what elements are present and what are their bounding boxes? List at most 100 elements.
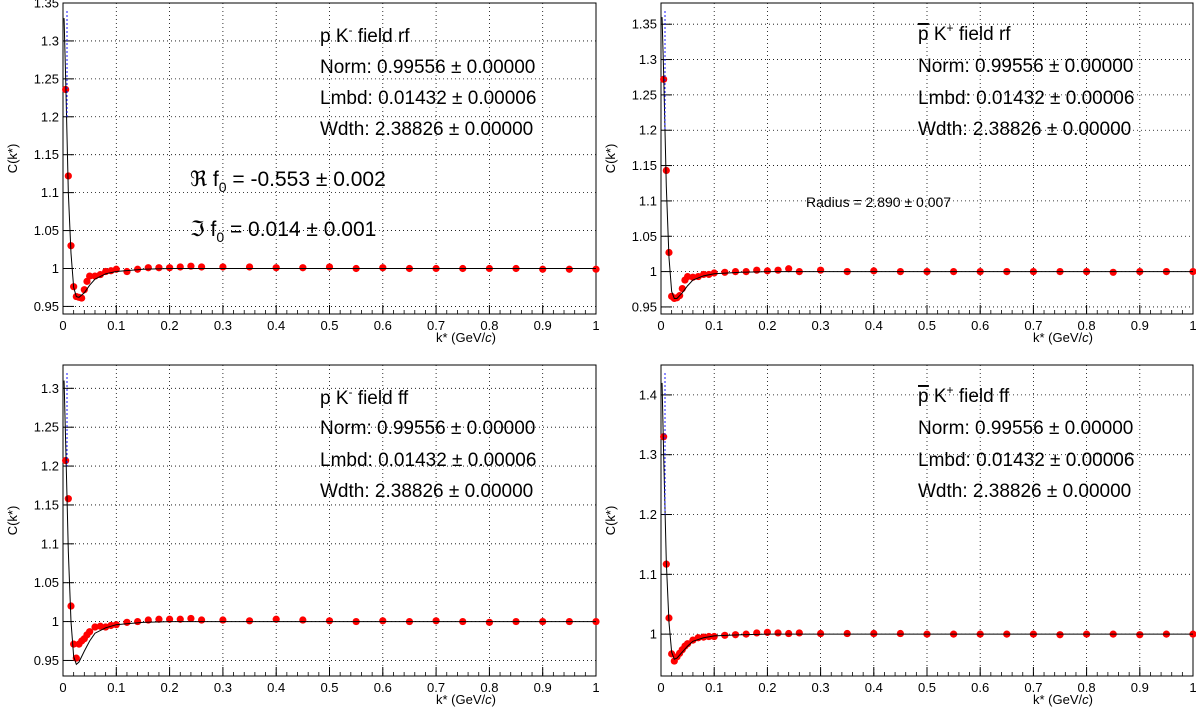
data-point — [155, 615, 163, 623]
y-tick-label: 1.1 — [41, 185, 59, 200]
radius-annotation: Radius = 2.890 ± 0.007 — [806, 194, 951, 210]
data-point — [731, 267, 740, 276]
x-tick-label: 0.8 — [1078, 680, 1096, 695]
data-point — [166, 615, 174, 623]
data-point — [176, 615, 184, 623]
x-tick-label: 0.3 — [214, 680, 232, 695]
fit-curve — [63, 18, 596, 298]
y-tick-label: 1.2 — [41, 459, 59, 474]
data-point — [86, 272, 94, 280]
y-tick-label: 1.05 — [34, 575, 59, 590]
x-tick-label: 0.6 — [374, 318, 392, 333]
x-tick-label: 0.2 — [161, 680, 179, 695]
y-axis-label: C(k*) — [5, 506, 20, 536]
x-tick-label: 0 — [657, 680, 664, 695]
data-point — [144, 264, 152, 272]
data-point — [80, 286, 88, 294]
fit-parameter: Wdth: 2.38826 ± 0.00000 — [320, 481, 533, 502]
data-point — [1136, 631, 1144, 639]
data-point — [123, 267, 131, 276]
y-tick-label: 1 — [52, 261, 59, 276]
data-point — [896, 629, 905, 638]
y-tick-label: 1.35 — [632, 17, 657, 32]
x-tick-label: 0.6 — [374, 680, 392, 695]
data-point — [694, 634, 702, 642]
fit-curve — [661, 17, 1193, 299]
x-tick-label: 0.9 — [534, 680, 552, 695]
data-point — [134, 617, 142, 626]
x-tick-label: 0.2 — [161, 318, 179, 333]
x-tick-label: 0 — [59, 680, 66, 695]
data-point — [684, 640, 692, 648]
data-point — [325, 617, 334, 625]
x-axis-label: k* (GeV/c) — [436, 330, 496, 345]
y-tick-label: 1.3 — [41, 33, 59, 48]
x-tick-label: 0.8 — [480, 318, 498, 333]
title-main: p K — [320, 388, 349, 409]
data-point — [299, 264, 307, 272]
title-sup: + — [947, 383, 954, 397]
x-tick-label: 1 — [592, 680, 599, 695]
data-point — [176, 263, 184, 271]
y-axis-label: C(k*) — [5, 144, 20, 174]
y-tick-label: 1.35 — [34, 0, 59, 11]
title-rest: field ff — [353, 388, 409, 409]
x-tick-label: 0.1 — [705, 318, 723, 333]
x-tick-label: 0.5 — [320, 318, 338, 333]
data-point — [325, 263, 334, 271]
y-tick-label: 1.05 — [34, 223, 59, 238]
x-tick-label: 1 — [1189, 318, 1196, 333]
data-point — [684, 272, 692, 281]
panel-title: p K+ field ff — [918, 383, 1010, 407]
chart-panel-2: 0 0.1 0.2 0.3 0.4 0.5 0.6 0.7 0.8 0.9 1 0.95 1 1.05 1.… — [603, 2, 1196, 345]
title-rest: field rf — [353, 26, 411, 47]
x-tick-label: 0 — [657, 318, 664, 333]
data-point — [379, 264, 387, 272]
fit-parameter: Wdth: 2.38826 ± 0.00000 — [320, 119, 533, 140]
data-point — [843, 629, 851, 638]
data-point — [1109, 268, 1117, 276]
data-point — [96, 270, 104, 279]
data-point — [763, 628, 772, 636]
y-tick-label: 1.4 — [639, 387, 657, 402]
y-tick-label: 1.25 — [34, 420, 59, 435]
x-tick-label: 0.3 — [812, 680, 830, 695]
x-tick-label: 0.5 — [918, 318, 936, 333]
x-axis-label: k* (GeV/c) — [1033, 330, 1093, 345]
data-point — [299, 616, 307, 624]
data-point — [817, 629, 825, 638]
data-point — [272, 264, 280, 272]
y-tick-label: 1.1 — [639, 193, 657, 208]
title-rest: field ff — [954, 386, 1010, 407]
x-tick-label: 0.9 — [1131, 680, 1149, 695]
data-point — [245, 263, 254, 271]
data-point — [763, 267, 772, 275]
fit-parameter: Norm: 0.99556 ± 0.00000 — [320, 57, 535, 78]
data-point — [272, 615, 280, 623]
data-point — [699, 633, 708, 641]
data-point — [91, 623, 99, 631]
data-point — [70, 640, 78, 648]
x-tick-label: 0.4 — [267, 318, 285, 333]
fit-parameter: Norm: 0.99556 ± 0.00000 — [918, 56, 1133, 77]
fit-curve-series — [63, 18, 596, 298]
data-point — [774, 629, 782, 637]
data-point — [678, 284, 686, 293]
title-main: p K — [320, 26, 349, 47]
data-point — [245, 617, 254, 625]
y-tick-label: 1.2 — [639, 507, 657, 522]
fit-parameter: Lmbd: 0.01432 ± 0.00006 — [918, 88, 1134, 109]
fit-parameter: Norm: 0.99556 ± 0.00000 — [320, 418, 535, 439]
data-point — [187, 614, 195, 623]
y-tick-label: 1.3 — [639, 447, 657, 462]
y-tick-label: 1.25 — [632, 87, 657, 102]
data-point — [710, 632, 718, 641]
data-point — [870, 267, 878, 275]
x-tick-label: 0.8 — [480, 680, 498, 695]
fit-parameter: Norm: 0.99556 ± 0.00000 — [918, 418, 1133, 439]
x-tick-label: 0.4 — [865, 318, 883, 333]
data-point — [870, 629, 878, 638]
x-tick-label: 0 — [59, 318, 66, 333]
x-tick-label: 0.6 — [971, 680, 989, 695]
